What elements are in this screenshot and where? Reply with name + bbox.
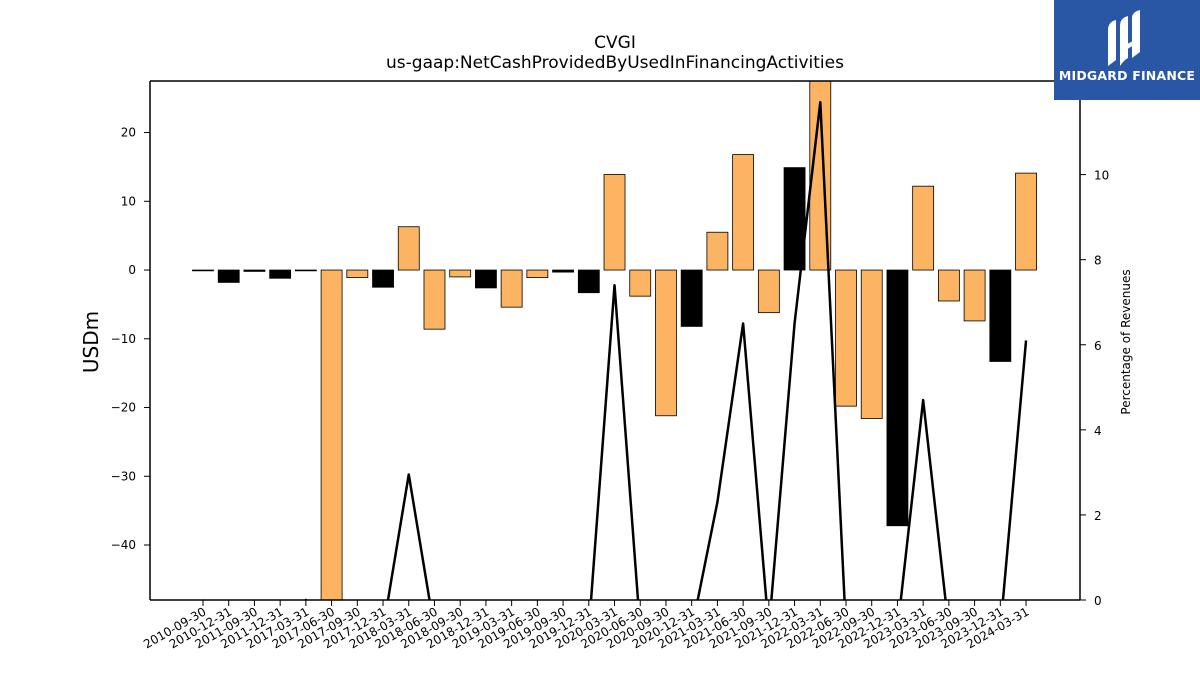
logo-text: MIDGARD FINANCE bbox=[1058, 68, 1196, 83]
bar bbox=[500, 269, 523, 308]
bar bbox=[912, 185, 935, 271]
y2-axis-label: Percentage of Revenues bbox=[1119, 269, 1133, 414]
y-tick-label: −20 bbox=[111, 401, 136, 415]
bar bbox=[989, 269, 1012, 362]
bar bbox=[732, 154, 755, 271]
y2-tick-label: 8 bbox=[1094, 254, 1102, 268]
bar bbox=[680, 269, 703, 327]
bar bbox=[372, 269, 394, 288]
midgard-logo-icon bbox=[1108, 10, 1140, 66]
chart-subtitle: us-gaap:NetCashProvidedByUsedInFinancing… bbox=[386, 53, 844, 73]
bar bbox=[294, 269, 317, 272]
bar bbox=[475, 269, 497, 289]
bar bbox=[603, 174, 626, 271]
y-tick-label: −30 bbox=[111, 469, 136, 483]
bar bbox=[706, 231, 729, 271]
bar bbox=[963, 269, 986, 322]
bar bbox=[397, 226, 420, 271]
bar bbox=[320, 269, 343, 600]
bar bbox=[1015, 172, 1037, 271]
bar bbox=[655, 269, 677, 417]
bar bbox=[629, 269, 652, 297]
bar bbox=[217, 269, 240, 283]
bar bbox=[835, 269, 857, 407]
bar bbox=[192, 269, 214, 272]
plot-area: 20100−10−20−30−4002468102010-09-302010-1… bbox=[111, 80, 1109, 651]
y2-tick-label: 10 bbox=[1094, 169, 1109, 183]
y-tick-label: 20 bbox=[121, 126, 136, 140]
midgard-finance-logo: MIDGARD FINANCE bbox=[1054, 0, 1200, 100]
y-tick-label: −40 bbox=[111, 538, 136, 552]
bar bbox=[346, 269, 369, 279]
chart-title: CVGI bbox=[594, 33, 636, 53]
bar bbox=[937, 269, 960, 302]
y-axis-label: USDm bbox=[79, 311, 103, 373]
bar bbox=[243, 269, 266, 272]
y2-tick-label: 2 bbox=[1094, 509, 1102, 523]
bar bbox=[860, 269, 883, 419]
percentage-line bbox=[203, 101, 1028, 600]
y2-tick-label: 6 bbox=[1094, 339, 1102, 353]
bar bbox=[269, 269, 292, 279]
bar bbox=[577, 269, 600, 294]
y2-tick-label: 0 bbox=[1094, 594, 1102, 608]
bar bbox=[552, 269, 574, 273]
bar bbox=[783, 167, 806, 271]
bar bbox=[757, 269, 780, 314]
y2-tick-label: 4 bbox=[1094, 424, 1102, 438]
bars-group bbox=[192, 81, 1037, 600]
bar bbox=[423, 269, 446, 330]
y-tick-label: 0 bbox=[128, 263, 136, 277]
y-tick-label: 10 bbox=[121, 194, 136, 208]
bar bbox=[886, 269, 909, 527]
bar bbox=[449, 269, 472, 278]
y-tick-label: −10 bbox=[111, 332, 136, 346]
bar bbox=[526, 269, 549, 279]
